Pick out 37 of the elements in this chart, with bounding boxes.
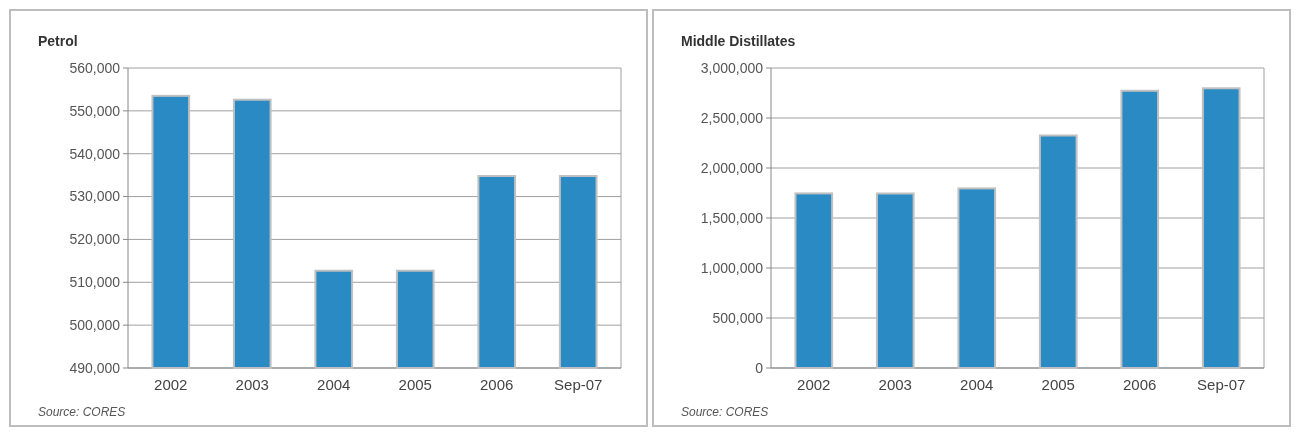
bar xyxy=(1038,134,1078,369)
y-tick-label: 0 xyxy=(755,359,764,376)
x-tick-label: 2005 xyxy=(1041,376,1075,393)
bar xyxy=(875,192,915,369)
source-note: Source: CORES xyxy=(681,405,769,419)
chart-title: Middle Distillates xyxy=(681,33,796,49)
source-note: Source: CORES xyxy=(38,405,126,419)
y-tick-label: 1,500,000 xyxy=(700,209,764,226)
x-tick-label: 2002 xyxy=(797,376,831,393)
y-tick-label: 2,500,000 xyxy=(700,109,764,126)
x-tick-label: 2002 xyxy=(154,376,188,393)
x-tick-label: 2006 xyxy=(1123,376,1157,393)
x-tick-label: Sep-07 xyxy=(1197,376,1246,393)
y-tick-label: 510,000 xyxy=(69,274,121,291)
y-tick-label: 3,000,000 xyxy=(700,59,764,76)
y-tick-label: 500,000 xyxy=(69,317,121,334)
bar xyxy=(957,187,997,369)
y-tick-label: 530,000 xyxy=(69,188,121,205)
chart-title: Petrol xyxy=(38,33,78,49)
y-tick-label: 560,000 xyxy=(69,59,121,76)
x-tick-label: 2006 xyxy=(480,376,514,393)
bar xyxy=(1120,89,1160,369)
x-tick-label: 2004 xyxy=(317,376,351,393)
bar xyxy=(794,192,834,369)
x-tick-label: 2003 xyxy=(878,376,912,393)
y-tick-label: 550,000 xyxy=(69,102,121,119)
x-tick-label: Sep-07 xyxy=(554,376,603,393)
y-tick-label: 520,000 xyxy=(69,231,121,248)
y-tick-label: 490,000 xyxy=(69,359,121,376)
bar xyxy=(1201,87,1241,369)
x-tick-label: 2003 xyxy=(235,376,269,393)
x-tick-label: 2004 xyxy=(960,376,994,393)
x-tick-label: 2005 xyxy=(398,376,432,393)
y-tick-label: 540,000 xyxy=(69,145,121,162)
y-tick-label: 500,000 xyxy=(712,309,764,326)
y-tick-label: 1,000,000 xyxy=(700,259,764,276)
y-tick-label: 2,000,000 xyxy=(700,159,764,176)
